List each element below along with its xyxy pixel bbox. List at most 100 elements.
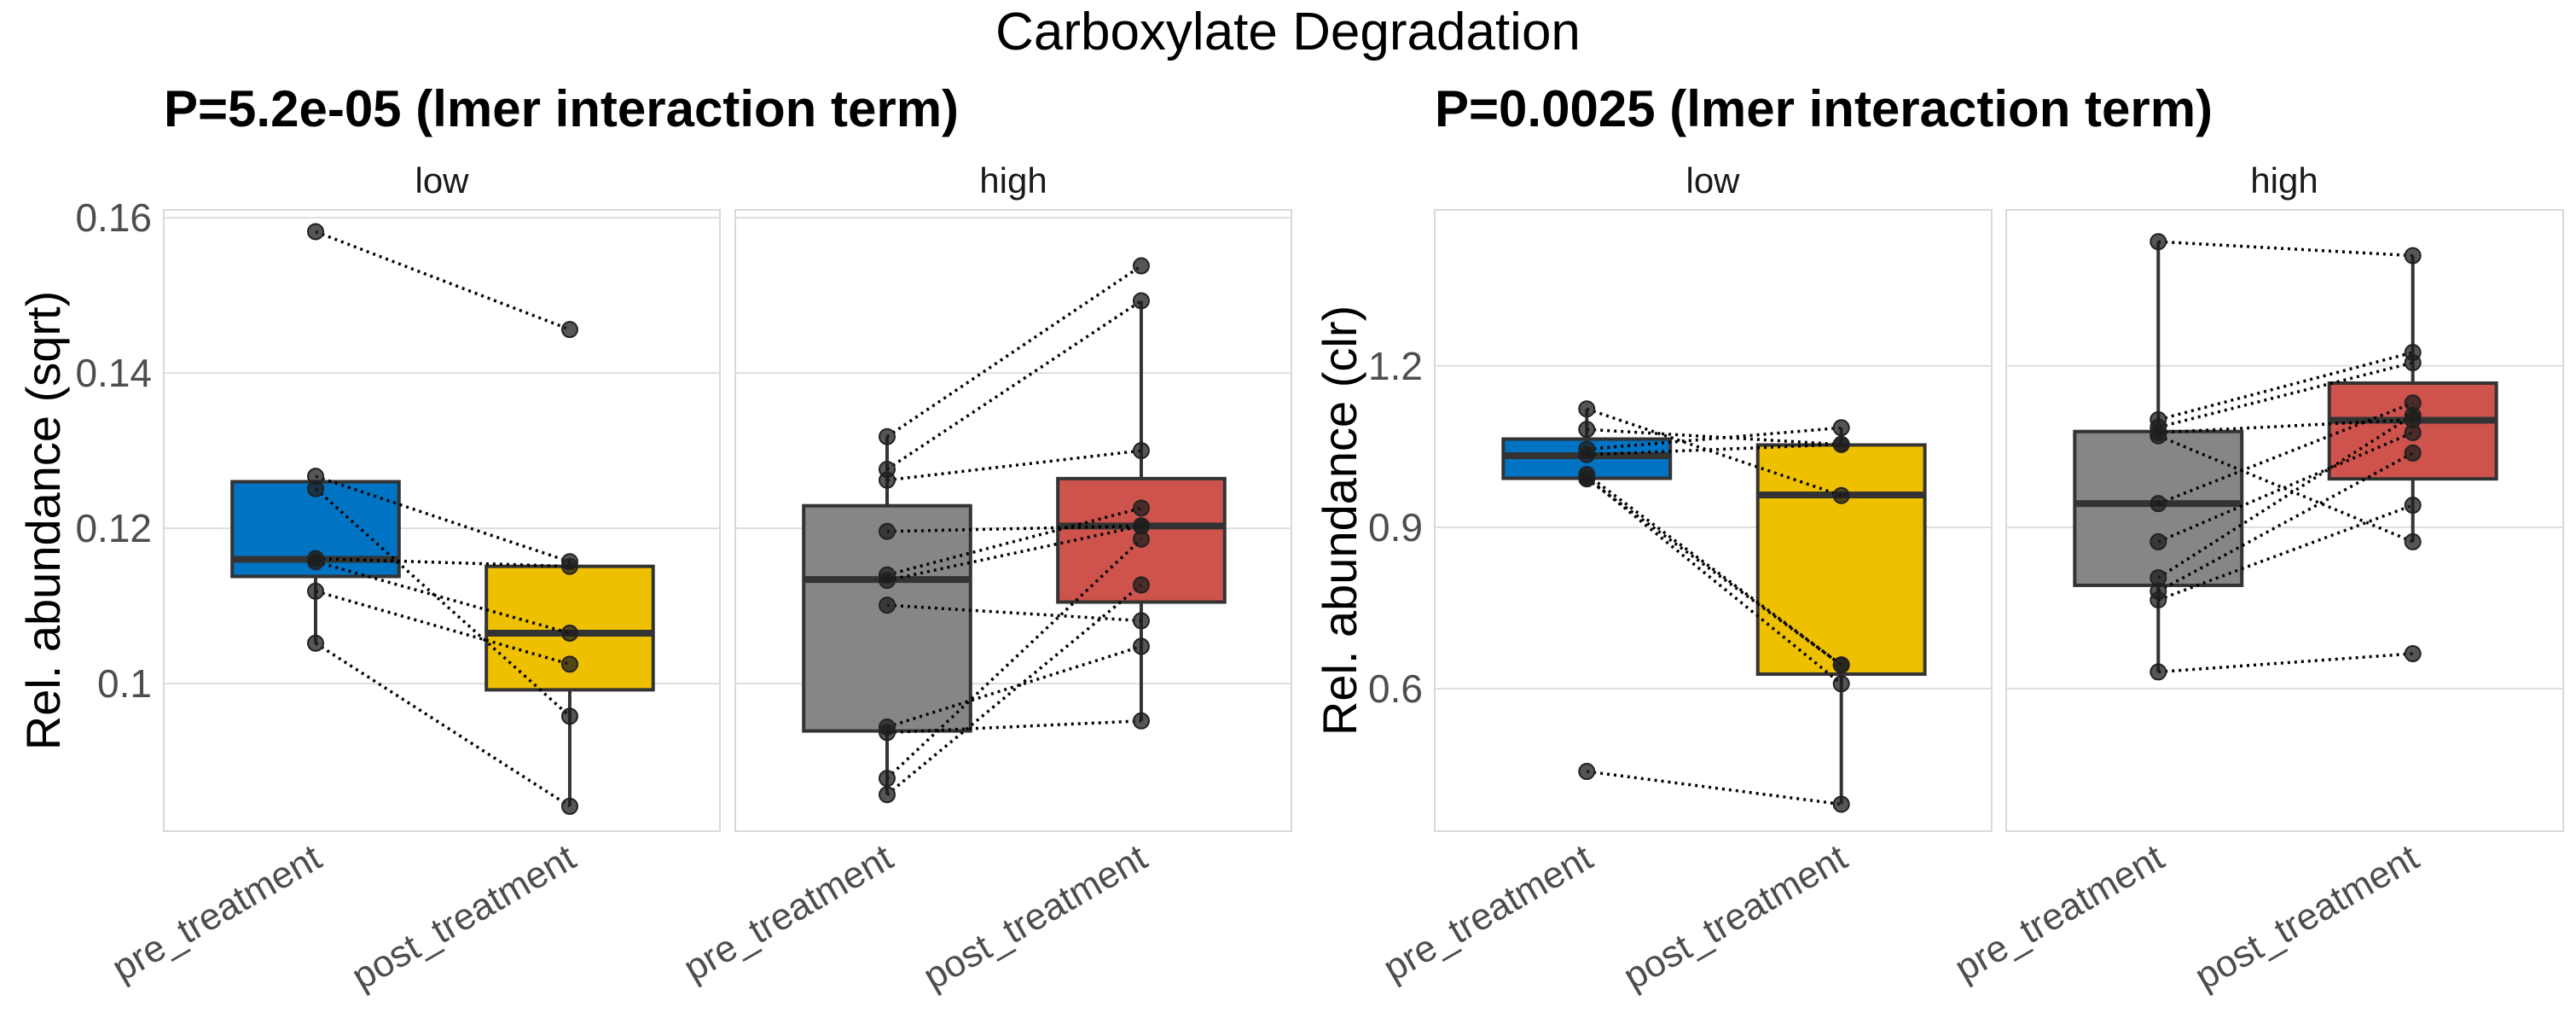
paired-line (2158, 418, 2413, 434)
data-point-pre (2150, 591, 2167, 608)
data-point-pre (2150, 495, 2167, 513)
y-tick-label: 0.9 (1368, 505, 1423, 550)
data-point-pre (2150, 233, 2167, 251)
paired-line (1586, 477, 1842, 666)
data-point-pre (878, 724, 896, 742)
data-point-post (560, 624, 578, 642)
data-point-post (1132, 257, 1150, 275)
data-point-post (1132, 442, 1150, 460)
data-point-post (1132, 612, 1150, 630)
data-point-pre (306, 634, 324, 652)
paired-line (2157, 361, 2414, 429)
y-axis-label: Rel. abundance (sqrt) (16, 291, 70, 751)
data-point-pre (878, 770, 896, 788)
data-point-post (1832, 435, 1850, 453)
paired-line (886, 603, 1142, 623)
paired-line (885, 584, 1143, 796)
paired-line (2158, 652, 2413, 674)
facet-label-high: high (979, 160, 1047, 201)
data-point-post (1132, 499, 1150, 517)
chart-subtitle: P=0.0025 (lmer interaction term) (1435, 80, 2213, 137)
data-point-pre (2150, 427, 2167, 445)
data-point-post (560, 707, 578, 725)
paired-line (314, 487, 571, 718)
paired-line (1587, 770, 1842, 806)
data-point-post (1832, 486, 1850, 504)
paired-line (2157, 351, 2414, 422)
data-point-post (1132, 292, 1150, 310)
chart-clr: P=0.0025 (lmer interaction term) Rel. ab… (1313, 80, 2564, 998)
y-tick-label: 0.14 (75, 351, 152, 395)
paired-line (1587, 428, 1842, 446)
paired-line (2157, 503, 2414, 602)
data-point-pre (1578, 445, 1596, 463)
facet-panel-high: pre_treatment post_treatment (1948, 209, 2564, 998)
data-point-pre (306, 223, 324, 241)
data-point-post (2404, 406, 2422, 424)
paired-line (1587, 443, 1842, 457)
data-point-post (2404, 247, 2422, 265)
data-point-pre (306, 553, 324, 571)
chart-subtitle: P=5.2e-05 (lmer interaction term) (164, 80, 959, 137)
paired-line (886, 449, 1142, 482)
data-point-post (560, 557, 578, 575)
paired-line (2157, 451, 2414, 593)
paired-line (315, 560, 571, 635)
paired-line (886, 719, 1142, 735)
data-point-pre (1578, 470, 1596, 488)
data-point-post (2404, 354, 2422, 372)
paired-line (886, 524, 1141, 533)
data-point-post (2404, 532, 2422, 550)
data-point-post (1832, 656, 1850, 674)
y-axis-label: Rel. abundance (clr) (1313, 305, 1366, 736)
data-point-pre (1578, 763, 1596, 781)
data-point-pre (878, 572, 896, 590)
data-point-pre (2150, 532, 2167, 550)
paired-line (2157, 414, 2414, 579)
y-tick-label: 0.16 (75, 195, 152, 240)
facet-label-low: low (1685, 160, 1740, 201)
facet-label-high: high (2250, 160, 2318, 201)
data-point-pre (306, 582, 324, 600)
paired-line (886, 506, 1142, 577)
data-point-post (1132, 637, 1150, 655)
y-tick-label: 0.1 (97, 661, 152, 706)
paired-line (886, 300, 1142, 471)
data-point-post (1132, 576, 1150, 594)
data-point-pre (306, 480, 324, 497)
data-point-post (1832, 419, 1850, 437)
paired-line (315, 556, 571, 568)
data-point-pre (1578, 421, 1596, 439)
data-point-pre (2150, 663, 2167, 681)
data-point-pre (878, 428, 896, 445)
figure-title: Carboxylate Degradation (995, 3, 1581, 61)
data-point-post (1832, 795, 1850, 813)
paired-line (1586, 473, 1842, 666)
data-point-post (2404, 444, 2422, 462)
data-point-pre (878, 596, 896, 614)
data-point-pre (878, 471, 896, 489)
facet-label-low: low (415, 160, 469, 201)
data-point-pre (878, 786, 896, 804)
paired-line (2158, 240, 2413, 258)
paired-line (315, 590, 571, 666)
paired-line (2157, 431, 2414, 544)
data-point-post (560, 321, 578, 339)
paired-line (315, 230, 571, 331)
data-point-pre (878, 522, 896, 540)
data-point-post (560, 797, 578, 815)
paired-line (315, 642, 571, 808)
paired-line (886, 524, 1142, 582)
paired-line (2157, 401, 2414, 505)
box-pre_treatment (802, 503, 972, 733)
data-point-post (1832, 675, 1850, 693)
data-point-post (2404, 645, 2422, 662)
box-post_treatment (1755, 443, 1927, 676)
data-point-post (2404, 423, 2422, 441)
data-point-post (2404, 497, 2422, 515)
y-tick-label: 1.2 (1368, 344, 1423, 388)
y-tick-label: 0.12 (75, 506, 152, 550)
data-point-post (560, 655, 578, 673)
paired-line (1587, 426, 1842, 451)
